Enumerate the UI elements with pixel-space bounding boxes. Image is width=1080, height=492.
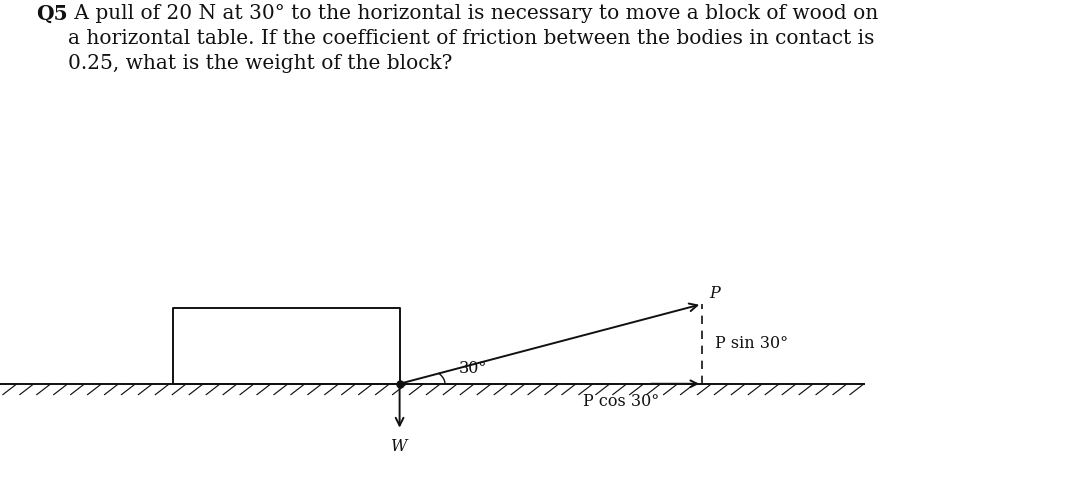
Text: Q5: Q5	[36, 4, 67, 24]
Text: W: W	[391, 438, 408, 455]
Text: A pull of 20 N at 30° to the horizontal is necessary to move a block of wood on
: A pull of 20 N at 30° to the horizontal …	[68, 4, 878, 73]
Text: P: P	[710, 284, 720, 302]
Text: P sin 30°: P sin 30°	[715, 336, 788, 352]
Text: P cos 30°: P cos 30°	[583, 393, 660, 410]
Text: 30°: 30°	[459, 360, 487, 377]
